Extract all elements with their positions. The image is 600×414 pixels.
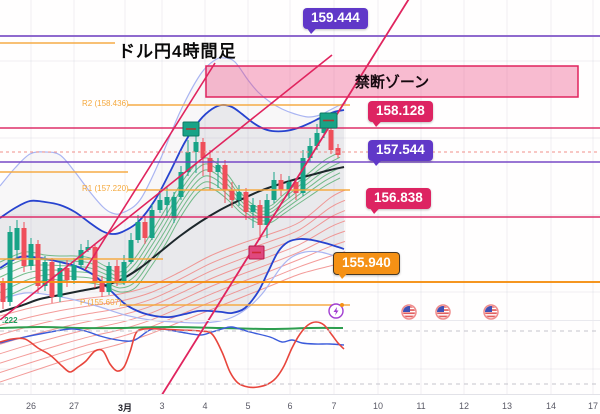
time-axis-strip[interactable]: [0, 394, 600, 414]
pane-divider: [0, 320, 600, 321]
